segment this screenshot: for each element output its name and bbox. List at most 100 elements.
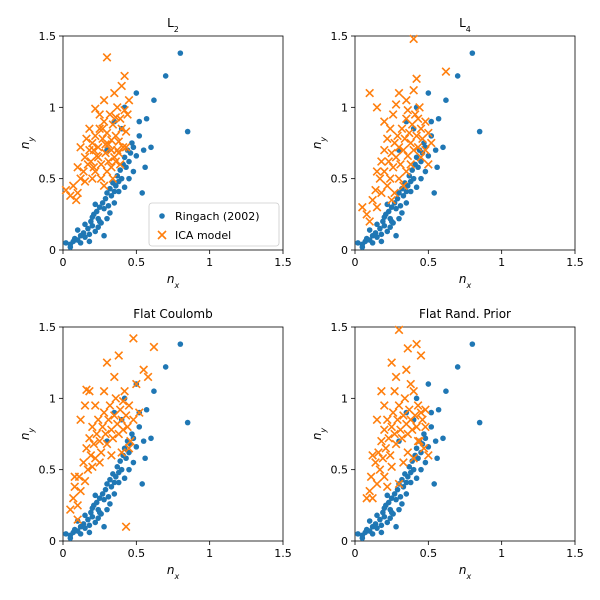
panel-title: Flat Rand. Prior	[419, 307, 511, 321]
data-point-ica	[112, 102, 122, 112]
data-point-ringach	[366, 518, 373, 524]
data-point-ica	[365, 486, 375, 496]
data-point-ringach	[127, 150, 134, 156]
data-point-ica	[410, 110, 420, 119]
y-axis-label-main: n	[18, 433, 32, 441]
x-tick-label: 1.5	[566, 547, 584, 560]
data-point-ica	[397, 433, 407, 443]
data-point-ringach	[418, 175, 424, 182]
data-point-ica	[117, 124, 127, 134]
data-point-ica	[365, 217, 375, 226]
data-point-ringach	[428, 118, 435, 125]
x-tick-label: 0.5	[420, 547, 438, 560]
ica-model-series	[362, 325, 433, 503]
data-point-ica	[123, 110, 132, 119]
data-point-ringach	[388, 204, 395, 210]
data-point-ica	[399, 145, 408, 155]
data-point-ica	[394, 174, 404, 184]
data-point-ica	[388, 408, 398, 417]
data-point-ica	[416, 351, 426, 360]
data-point-ringach	[435, 406, 442, 413]
data-point-ringach	[428, 409, 435, 416]
data-point-ringach	[418, 466, 424, 473]
data-point-ica	[393, 131, 402, 141]
data-point-ringach	[434, 455, 440, 462]
data-point-ringach	[400, 483, 407, 490]
data-point-ringach	[422, 168, 429, 175]
data-point-ica	[368, 493, 377, 503]
data-point-ringach	[399, 185, 405, 192]
data-point-ica	[99, 117, 109, 126]
data-point-ica	[371, 185, 380, 195]
data-point-ica	[95, 458, 105, 467]
data-point-ica	[79, 167, 88, 176]
data-point-ica	[409, 85, 419, 95]
data-point-ica	[121, 411, 131, 420]
data-point-ica	[413, 401, 423, 410]
data-point-ica	[117, 81, 127, 91]
data-point-ica	[85, 124, 94, 134]
data-point-ringach	[89, 214, 96, 220]
data-point-ica	[388, 110, 398, 119]
data-point-ringach	[82, 512, 88, 519]
data-point-ringach	[99, 491, 106, 497]
panel-title-main: L	[167, 16, 174, 30]
data-point-ringach	[117, 167, 123, 173]
data-point-ica	[109, 88, 119, 98]
data-point-ica	[121, 142, 131, 152]
data-point-ringach	[469, 341, 476, 347]
y-tick-label: 0	[49, 244, 56, 257]
data-point-ica	[409, 145, 419, 155]
data-point-ica	[421, 117, 430, 126]
data-point-ringach	[434, 164, 440, 171]
data-point-ica	[377, 188, 386, 198]
data-point-ringach	[133, 90, 140, 96]
y-tick-label: 1	[49, 392, 56, 405]
x-tick-label: 1	[206, 547, 213, 560]
legend-marker-ica	[157, 230, 167, 240]
data-point-ringach	[372, 230, 379, 236]
data-point-ica	[401, 365, 411, 375]
panel-title: L2	[167, 16, 179, 34]
data-point-ringach	[381, 513, 388, 520]
y-tick-label: 0	[341, 244, 348, 257]
data-point-ica	[80, 152, 90, 162]
data-point-ringach	[74, 227, 81, 233]
data-point-ringach	[104, 506, 110, 513]
data-point-ringach	[413, 395, 420, 402]
data-point-ringach	[396, 190, 402, 196]
data-point-ica	[73, 500, 83, 510]
data-point-ringach	[403, 479, 410, 486]
data-point-ringach	[394, 486, 401, 493]
x-axis-label-main: n	[459, 563, 467, 577]
data-point-ica	[107, 135, 116, 145]
data-point-ringach	[92, 201, 99, 208]
data-point-ica	[416, 124, 426, 134]
x-axis-label: nx	[459, 272, 472, 290]
data-point-ica	[99, 181, 109, 191]
data-point-ica	[382, 181, 392, 191]
data-point-ica	[89, 439, 99, 449]
data-point-ica	[139, 365, 149, 375]
data-point-ringach	[421, 431, 427, 437]
data-point-ica	[419, 443, 429, 453]
data-point-ica	[385, 451, 395, 460]
data-point-ringach	[148, 435, 154, 442]
x-axis-label-subscript: x	[465, 281, 471, 290]
data-point-ica	[406, 138, 416, 148]
data-point-ica	[108, 433, 118, 443]
data-point-ica	[65, 505, 75, 514]
panel-title-main: L	[459, 16, 466, 30]
data-point-ringach	[86, 529, 93, 536]
data-point-ringach	[107, 210, 113, 216]
axes-frame	[354, 326, 576, 542]
data-point-ringach	[407, 188, 414, 195]
x-tick-label: 0.5	[420, 256, 438, 269]
data-point-ringach	[115, 479, 122, 486]
data-point-ringach	[431, 190, 438, 196]
data-point-ringach	[133, 444, 140, 450]
data-point-ica	[70, 472, 80, 482]
data-point-ringach	[391, 491, 398, 497]
data-point-ica	[93, 142, 103, 152]
data-point-ica	[111, 157, 121, 166]
